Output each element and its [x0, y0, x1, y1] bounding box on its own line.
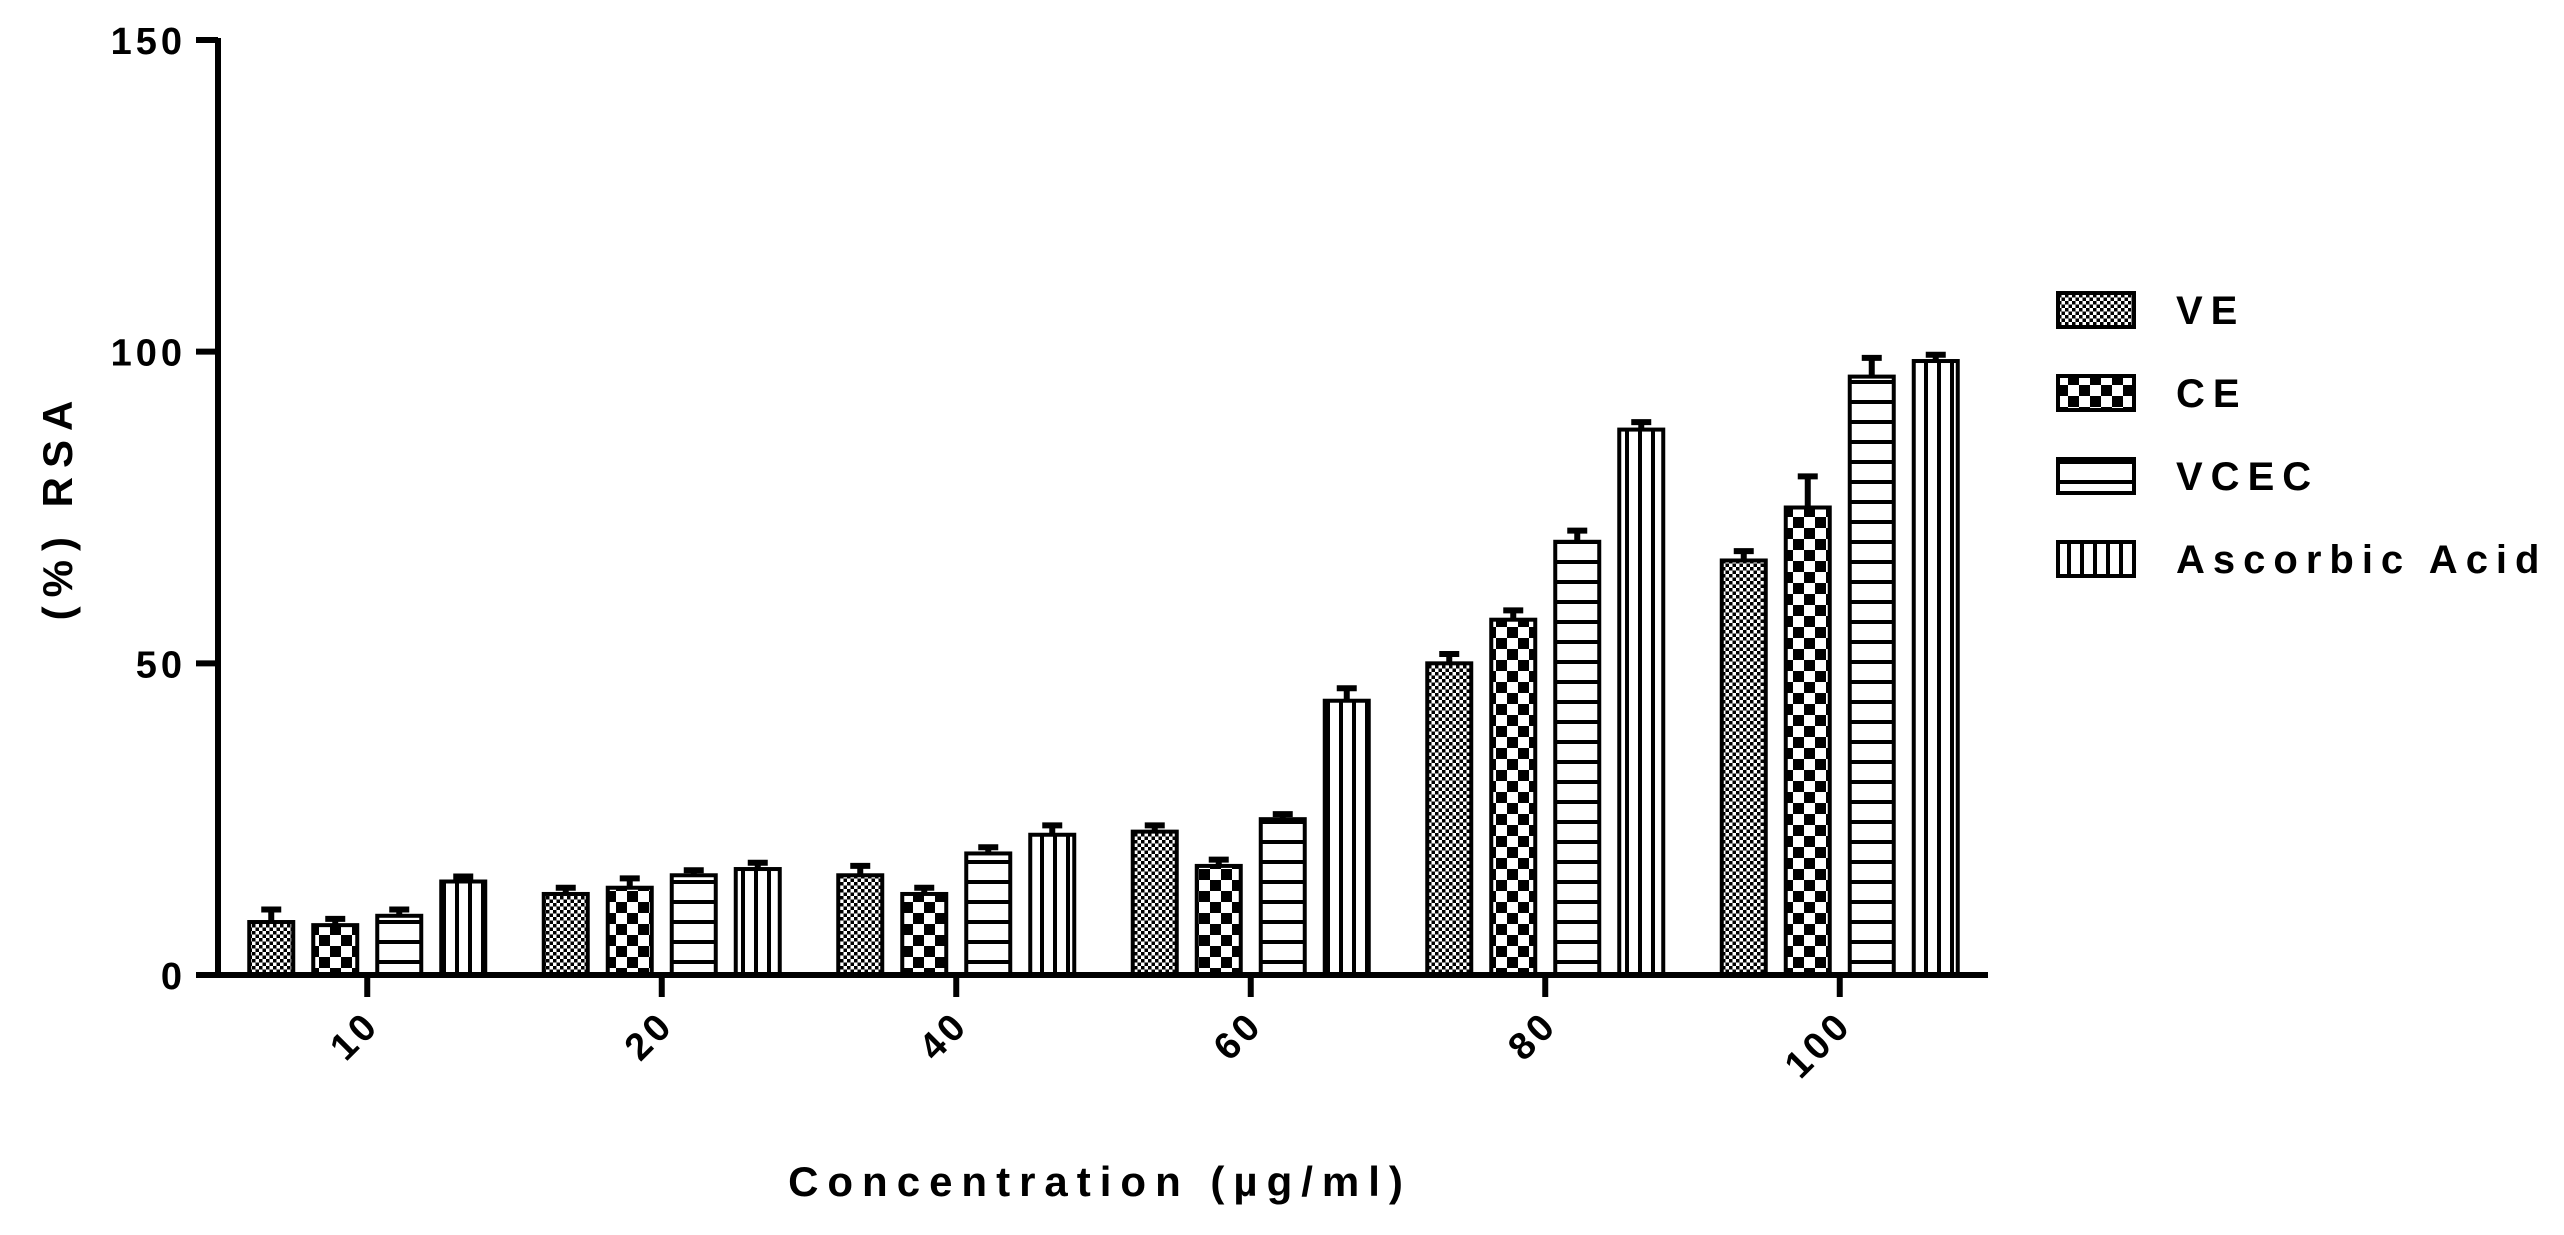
- bar-vcec-60: [1258, 817, 1307, 978]
- x-tick-label: 60: [1206, 1004, 1271, 1069]
- y-tick-label: 50: [136, 644, 186, 686]
- bar-ascorbic-acid-40: [1028, 832, 1077, 977]
- x-tick-label: 80: [1500, 1004, 1565, 1069]
- bar-ce-20: [605, 885, 654, 978]
- bar-ce-100: [1783, 505, 1832, 977]
- x-tick-label: 20: [617, 1004, 682, 1069]
- bar-vcec-10: [375, 913, 424, 977]
- bar-ve-20: [541, 891, 590, 978]
- x-tick-label: 40: [911, 1004, 976, 1069]
- x-tick-label: 100: [1777, 1004, 1860, 1087]
- bar-ve-10: [247, 920, 296, 977]
- legend-label: VCEC: [2176, 455, 2319, 499]
- bar-ce-60: [1194, 863, 1243, 978]
- x-axis-title: Concentration (µg/ml): [788, 1158, 1412, 1205]
- legend-swatch-vcec: [2056, 457, 2136, 495]
- y-tick-label: 100: [111, 333, 186, 375]
- legend-label: VE: [2176, 289, 2245, 333]
- bar-ve-100: [1719, 558, 1768, 977]
- bar-ascorbic-acid-100: [1911, 359, 1960, 977]
- legend-label: CE: [2176, 372, 2248, 416]
- legend-swatch-ascorbic-acid: [2056, 540, 2136, 578]
- bar-ascorbic-acid-20: [733, 867, 782, 977]
- x-tick-label: 10: [322, 1004, 387, 1069]
- legend-swatch-ce: [2056, 374, 2136, 412]
- bar-ce-40: [900, 891, 949, 978]
- y-tick-label: 150: [111, 21, 186, 63]
- legend-swatch-ve: [2056, 291, 2136, 329]
- y-tick-label: 0: [161, 956, 186, 998]
- bar-vcec-20: [669, 873, 718, 977]
- bar-ve-40: [836, 873, 885, 977]
- bar-ve-60: [1130, 829, 1179, 978]
- bar-ascorbic-acid-60: [1322, 698, 1371, 977]
- legend-label: Ascorbic Acid: [2176, 538, 2547, 582]
- bar-vcec-80: [1553, 539, 1602, 977]
- bar-ce-10: [311, 923, 360, 978]
- bar-ascorbic-acid-10: [439, 879, 488, 977]
- bar-vcec-40: [964, 851, 1013, 978]
- y-axis-title: (%) RSA: [34, 392, 81, 621]
- bar-ce-80: [1489, 617, 1538, 977]
- bar-ve-80: [1425, 661, 1474, 977]
- bar-ascorbic-acid-80: [1617, 427, 1666, 978]
- bar-vcec-100: [1847, 374, 1896, 978]
